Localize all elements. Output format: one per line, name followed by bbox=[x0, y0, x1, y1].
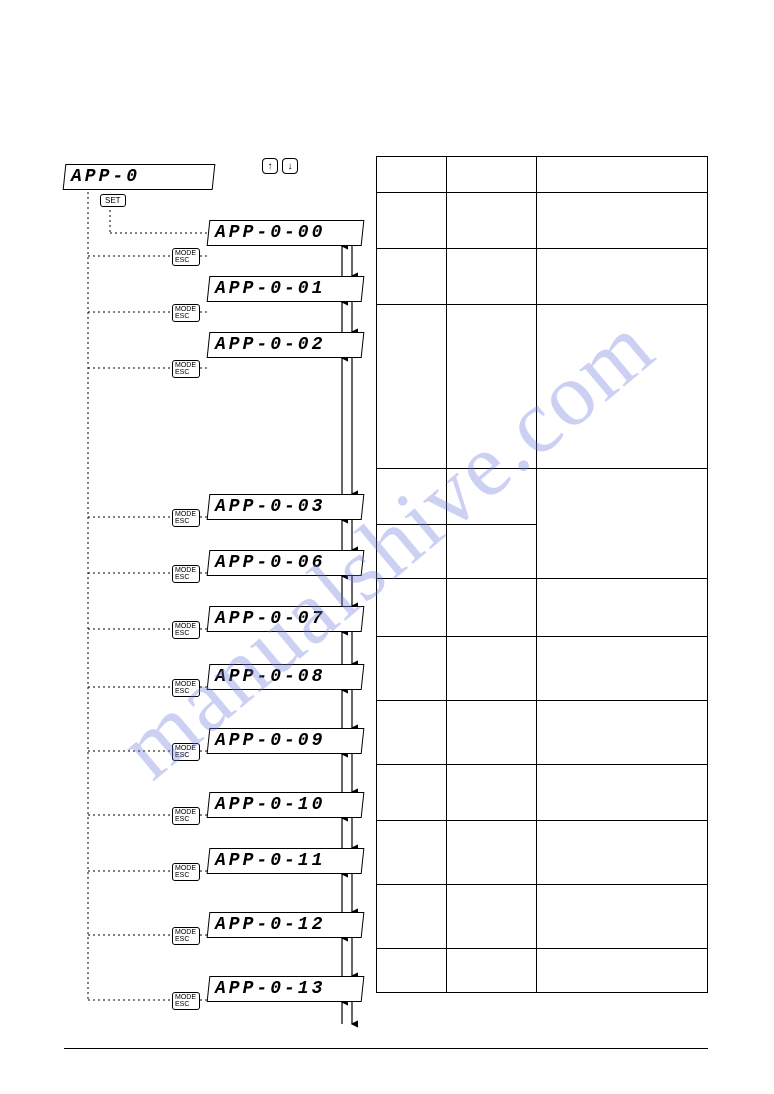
lcd-sub-3-text: APP-0-03 bbox=[215, 497, 325, 517]
page: manualshive.com APP-0 SET bbox=[0, 0, 774, 1094]
mode-esc-11[interactable]: MODEESC bbox=[172, 992, 200, 1010]
mode-esc-6[interactable]: MODEESC bbox=[172, 679, 200, 697]
mode-esc-8[interactable]: MODEESC bbox=[172, 807, 200, 825]
lcd-sub-9: APP-0-11 bbox=[207, 848, 365, 874]
lcd-sub-10: APP-0-12 bbox=[207, 912, 365, 938]
mode-esc-2[interactable]: MODEESC bbox=[172, 360, 200, 378]
lcd-sub-5-text: APP-0-07 bbox=[215, 609, 325, 629]
mode-esc-1[interactable]: MODEESC bbox=[172, 304, 200, 322]
nav-up-button[interactable]: ↑ bbox=[262, 158, 278, 174]
mode-esc-3[interactable]: MODEESC bbox=[172, 509, 200, 527]
mode-esc-4[interactable]: MODEESC bbox=[172, 565, 200, 583]
lcd-sub-11: APP-0-13 bbox=[207, 976, 365, 1002]
lcd-sub-1: APP-0-01 bbox=[207, 276, 365, 302]
lcd-sub-11-text: APP-0-13 bbox=[215, 979, 325, 999]
mode-esc-5[interactable]: MODEESC bbox=[172, 621, 200, 639]
lcd-sub-8: APP-0-10 bbox=[207, 792, 365, 818]
nav-down-button[interactable]: ↓ bbox=[282, 158, 298, 174]
lcd-sub-10-text: APP-0-12 bbox=[215, 915, 325, 935]
lcd-sub-8-text: APP-0-10 bbox=[215, 795, 325, 815]
lcd-sub-7-text: APP-0-09 bbox=[215, 731, 325, 751]
lcd-sub-6-text: APP-0-08 bbox=[215, 667, 325, 687]
lcd-sub-2: APP-0-02 bbox=[207, 332, 365, 358]
mode-esc-7[interactable]: MODEESC bbox=[172, 743, 200, 761]
lcd-sub-7: APP-0-09 bbox=[207, 728, 365, 754]
set-button[interactable]: SET bbox=[100, 194, 126, 207]
lcd-sub-4: APP-0-06 bbox=[207, 550, 365, 576]
lcd-sub-1-text: APP-0-01 bbox=[215, 279, 325, 299]
set-button-label: SET bbox=[105, 196, 121, 205]
lcd-main: APP-0 bbox=[63, 164, 216, 190]
mode-esc-10[interactable]: MODEESC bbox=[172, 927, 200, 945]
up-arrow-icon: ↑ bbox=[268, 161, 273, 172]
lcd-sub-0-text: APP-0-00 bbox=[215, 223, 325, 243]
lcd-sub-6: APP-0-08 bbox=[207, 664, 365, 690]
mode-esc-9[interactable]: MODEESC bbox=[172, 863, 200, 881]
down-arrow-icon: ↓ bbox=[288, 161, 293, 172]
lcd-sub-3: APP-0-03 bbox=[207, 494, 365, 520]
lcd-sub-9-text: APP-0-11 bbox=[215, 851, 325, 871]
mode-esc-0[interactable]: MODEESC bbox=[172, 248, 200, 266]
lcd-sub-5: APP-0-07 bbox=[207, 606, 365, 632]
lcd-main-text: APP-0 bbox=[71, 167, 140, 187]
lcd-sub-4-text: APP-0-06 bbox=[215, 553, 325, 573]
lcd-sub-0: APP-0-00 bbox=[207, 220, 365, 246]
mode-esc-l2: ESC bbox=[175, 257, 197, 264]
mode-esc-l1: MODE bbox=[175, 250, 197, 257]
lcd-sub-2-text: APP-0-02 bbox=[215, 335, 325, 355]
